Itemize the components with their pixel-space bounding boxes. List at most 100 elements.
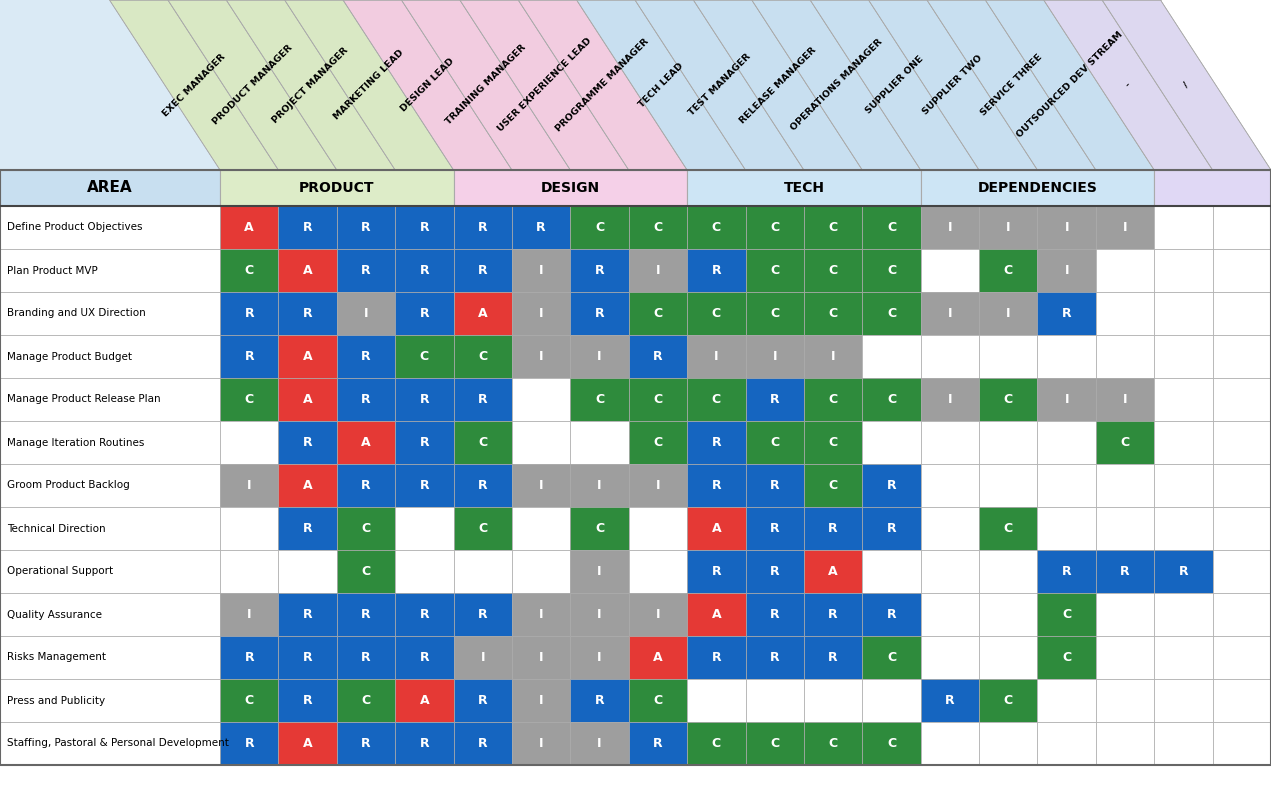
- Text: R: R: [712, 436, 721, 449]
- Bar: [1213, 292, 1271, 335]
- Bar: [1154, 550, 1213, 593]
- Bar: [1213, 507, 1271, 550]
- Bar: [220, 464, 278, 507]
- Bar: [512, 378, 571, 421]
- Bar: [1096, 378, 1154, 421]
- Text: DESIGN LEAD: DESIGN LEAD: [399, 57, 456, 114]
- Bar: [512, 593, 571, 636]
- Bar: [746, 464, 803, 507]
- Bar: [337, 722, 395, 765]
- Bar: [1096, 507, 1154, 550]
- Text: R: R: [595, 694, 604, 707]
- Text: R: R: [361, 479, 371, 492]
- Bar: [1154, 378, 1213, 421]
- Bar: [979, 292, 1037, 335]
- Bar: [746, 206, 803, 249]
- Text: A: A: [302, 479, 313, 492]
- Text: R: R: [302, 221, 313, 234]
- Bar: [1096, 593, 1154, 636]
- Text: I: I: [597, 737, 601, 750]
- Text: A: A: [302, 737, 313, 750]
- Bar: [862, 722, 920, 765]
- Bar: [278, 206, 337, 249]
- Bar: [862, 249, 920, 292]
- Text: I: I: [1064, 393, 1069, 406]
- Bar: [512, 249, 571, 292]
- Bar: [920, 206, 979, 249]
- Bar: [862, 593, 920, 636]
- Text: Press and Publicity: Press and Publicity: [8, 695, 105, 705]
- Bar: [920, 249, 979, 292]
- Text: C: C: [829, 264, 838, 277]
- Bar: [220, 421, 278, 464]
- Bar: [803, 206, 862, 249]
- Text: R: R: [419, 393, 430, 406]
- Bar: [1096, 636, 1154, 679]
- Bar: [571, 249, 629, 292]
- Bar: [0, 0, 220, 170]
- Bar: [454, 249, 512, 292]
- Text: I: I: [1122, 393, 1127, 406]
- Bar: [803, 378, 862, 421]
- Polygon shape: [402, 0, 571, 170]
- Bar: [337, 507, 395, 550]
- Text: DEPENDENCIES: DEPENDENCIES: [977, 181, 1097, 195]
- Bar: [803, 636, 862, 679]
- Bar: [920, 378, 979, 421]
- Bar: [220, 335, 278, 378]
- Text: I: I: [247, 479, 252, 492]
- Bar: [803, 249, 862, 292]
- Bar: [337, 378, 395, 421]
- Text: I: I: [480, 651, 486, 664]
- Bar: [571, 636, 629, 679]
- Bar: [220, 593, 278, 636]
- Text: R: R: [595, 307, 604, 320]
- Text: I: I: [597, 350, 601, 363]
- Text: Manage Iteration Routines: Manage Iteration Routines: [8, 438, 145, 447]
- Text: TECH: TECH: [783, 181, 825, 195]
- Text: R: R: [361, 737, 371, 750]
- Text: Staffing, Pastoral & Personal Development: Staffing, Pastoral & Personal Developmen…: [8, 739, 229, 748]
- Bar: [1096, 464, 1154, 507]
- Text: C: C: [829, 436, 838, 449]
- Text: A: A: [478, 307, 488, 320]
- Bar: [395, 206, 454, 249]
- Text: R: R: [712, 479, 721, 492]
- Text: R: R: [478, 479, 488, 492]
- Bar: [803, 335, 862, 378]
- Bar: [0, 722, 220, 765]
- Text: I: I: [539, 307, 544, 320]
- Text: R: R: [478, 264, 488, 277]
- Bar: [1154, 464, 1213, 507]
- Bar: [688, 378, 746, 421]
- Bar: [454, 421, 512, 464]
- Text: R: R: [302, 522, 313, 535]
- Bar: [278, 593, 337, 636]
- Text: A: A: [244, 221, 254, 234]
- Bar: [571, 378, 629, 421]
- Text: I: I: [948, 307, 952, 320]
- Text: I: I: [539, 479, 544, 492]
- Text: C: C: [595, 221, 604, 234]
- Bar: [278, 550, 337, 593]
- Bar: [337, 206, 395, 249]
- Text: R: R: [829, 608, 838, 621]
- Text: R: R: [478, 221, 488, 234]
- Text: C: C: [770, 221, 779, 234]
- Bar: [920, 679, 979, 722]
- Text: PROJECT MANAGER: PROJECT MANAGER: [271, 45, 351, 125]
- Text: R: R: [244, 737, 254, 750]
- Bar: [0, 464, 220, 507]
- Bar: [1037, 679, 1096, 722]
- Bar: [1096, 550, 1154, 593]
- Text: C: C: [887, 651, 896, 664]
- Text: C: C: [770, 307, 779, 320]
- Bar: [337, 593, 395, 636]
- Bar: [1154, 636, 1213, 679]
- Text: C: C: [887, 737, 896, 750]
- Text: C: C: [478, 522, 487, 535]
- Bar: [920, 593, 979, 636]
- Bar: [688, 292, 746, 335]
- Bar: [979, 636, 1037, 679]
- Bar: [746, 636, 803, 679]
